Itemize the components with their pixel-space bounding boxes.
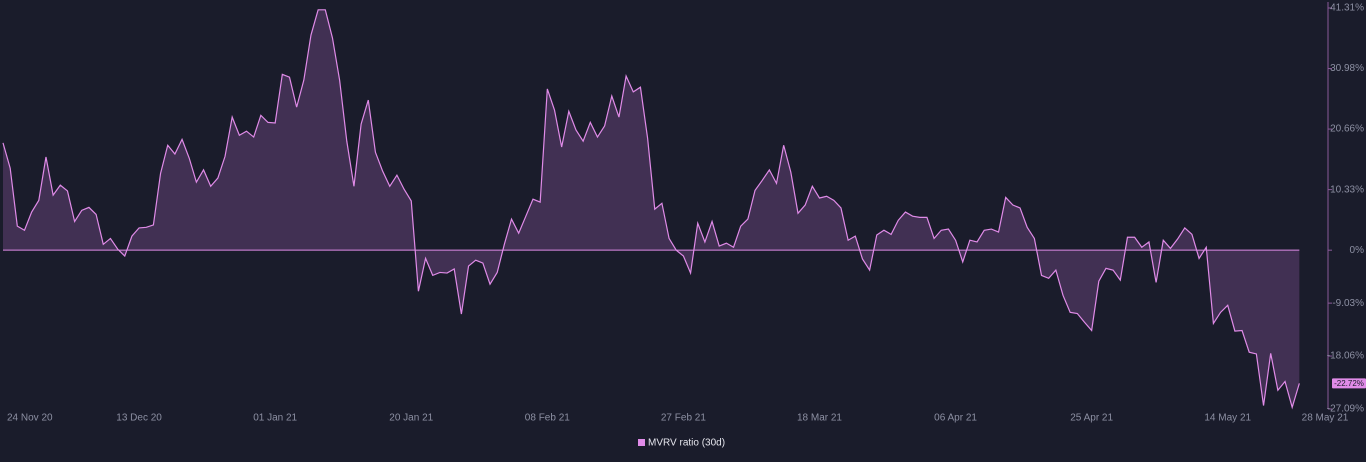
y-tick-label: 20.66% xyxy=(1330,124,1364,135)
legend-label: MVRV ratio (30d) xyxy=(648,438,725,449)
x-tick-label: 01 Jan 21 xyxy=(253,413,297,424)
y-tick-label: 0% xyxy=(1350,245,1365,256)
y-tick-label: -9.03% xyxy=(1332,298,1364,309)
x-tick-label: 18 Mar 21 xyxy=(797,413,842,424)
x-tick-label: 14 May 21 xyxy=(1204,413,1251,424)
x-tick-label: 24 Nov 20 xyxy=(7,413,53,424)
x-tick-label: 20 Jan 21 xyxy=(389,413,433,424)
y-tick-label: -27.09% xyxy=(1327,404,1364,415)
area-fill xyxy=(3,9,1300,408)
y-tick-label: 10.33% xyxy=(1330,184,1364,195)
value-badge xyxy=(1332,378,1366,389)
x-tick-label: 28 May 21 xyxy=(1302,413,1349,424)
x-tick-label: 13 Dec 20 xyxy=(116,413,162,424)
y-tick-label: 30.98% xyxy=(1330,63,1364,74)
x-tick-label: 25 Apr 21 xyxy=(1070,413,1113,424)
x-tick-label: 08 Feb 21 xyxy=(525,413,570,424)
x-tick-label: 27 Feb 21 xyxy=(661,413,706,424)
x-tick-label: 06 Apr 21 xyxy=(934,413,977,424)
value-label: -22.72% xyxy=(1334,379,1364,388)
line xyxy=(2,9,1300,410)
y-tick-label: -18.06% xyxy=(1327,351,1364,362)
legend-swatch xyxy=(638,439,645,446)
y-tick-label: 41.31% xyxy=(1330,3,1364,14)
